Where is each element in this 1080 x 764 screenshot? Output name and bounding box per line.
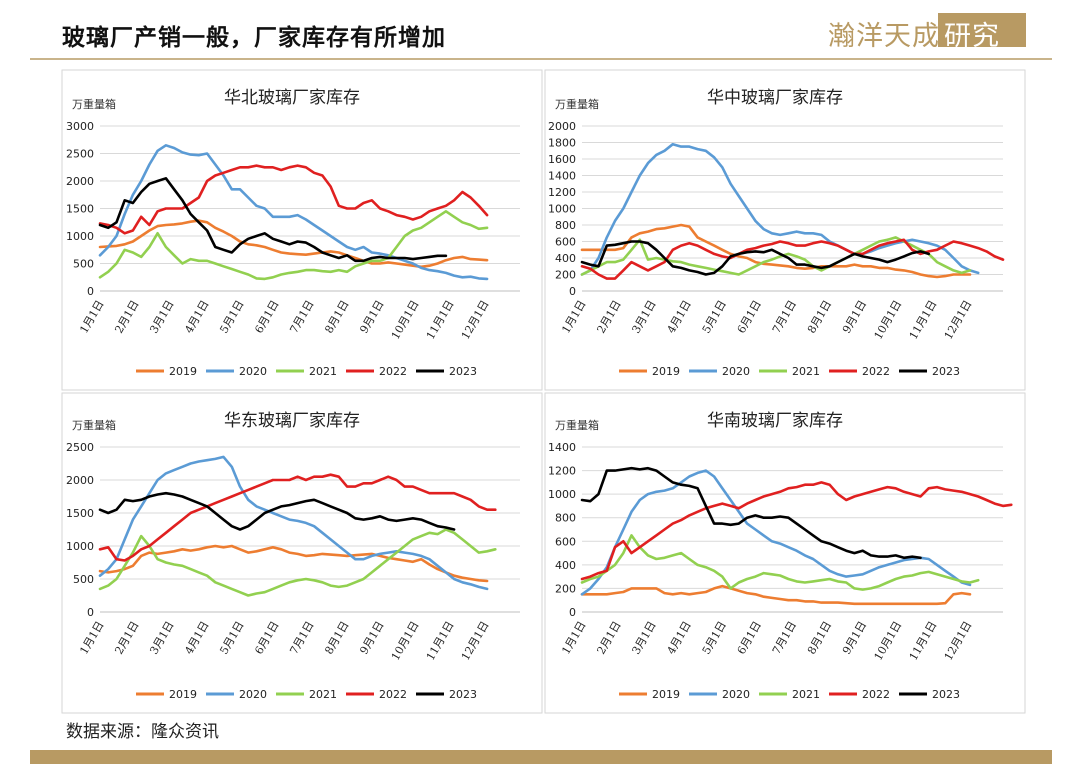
chart-frame xyxy=(544,392,1026,714)
series-line-2020 xyxy=(98,144,489,281)
y-axis-unit: 万重量箱 xyxy=(555,97,599,111)
legend-label-2023: 2023 xyxy=(449,365,477,378)
y-tick-label: 1000 xyxy=(66,230,94,243)
chart-title: 华东玻璃厂家库存 xyxy=(224,411,360,431)
series-line-2019 xyxy=(580,584,972,606)
footer-band xyxy=(30,750,1052,764)
legend-label-2020: 2020 xyxy=(239,688,267,701)
y-tick-label: 1000 xyxy=(548,203,576,216)
y-tick-label: 0 xyxy=(569,285,576,298)
legend-label-2021: 2021 xyxy=(309,688,337,701)
y-tick-label: 500 xyxy=(73,258,94,271)
y-tick-label: 1600 xyxy=(548,153,576,166)
y-tick-label: 2500 xyxy=(66,148,94,161)
legend-label-2023: 2023 xyxy=(449,688,477,701)
legend-label-2022: 2022 xyxy=(862,365,890,378)
legend-label-2019: 2019 xyxy=(169,688,197,701)
y-tick-label: 200 xyxy=(555,269,576,282)
series-line-2019 xyxy=(580,223,972,279)
y-tick-label: 2000 xyxy=(66,175,94,188)
y-tick-label: 1800 xyxy=(548,137,576,150)
legend-label-2020: 2020 xyxy=(722,365,750,378)
series-line-2020 xyxy=(580,469,972,596)
y-tick-label: 2500 xyxy=(66,441,94,454)
series-line-2021 xyxy=(98,210,489,281)
y-tick-label: 600 xyxy=(555,535,576,548)
series-line-2022 xyxy=(580,238,1005,280)
y-tick-label: 400 xyxy=(555,559,576,572)
y-tick-label: 1000 xyxy=(66,540,94,553)
series-line-2019 xyxy=(98,219,489,269)
legend-label-2020: 2020 xyxy=(722,688,750,701)
legend-label-2022: 2022 xyxy=(862,688,890,701)
y-tick-label: 500 xyxy=(73,573,94,586)
legend-label-2019: 2019 xyxy=(169,365,197,378)
chart-title: 华中玻璃厂家库存 xyxy=(707,88,843,108)
legend-label-2019: 2019 xyxy=(652,365,680,378)
chart-title: 华南玻璃厂家库存 xyxy=(707,411,843,431)
legend-label-2021: 2021 xyxy=(792,688,820,701)
y-tick-label: 0 xyxy=(569,606,576,619)
legend-label-2023: 2023 xyxy=(932,688,960,701)
y-tick-label: 1500 xyxy=(66,507,94,520)
chart-panel-1: 华北玻璃厂家库存万重量箱0500100015002000250030001月1日… xyxy=(61,69,543,391)
y-tick-label: 1400 xyxy=(548,441,576,454)
y-tick-label: 800 xyxy=(555,512,576,525)
header-divider xyxy=(30,58,1052,60)
chart-panel-2: 华中玻璃厂家库存 万重量箱 0 200 400 600 800 1000 1200 1400 160… xyxy=(544,69,1026,391)
y-tick-label: 0 xyxy=(87,606,94,619)
legend-label-2020: 2020 xyxy=(239,365,267,378)
y-tick-label: 1200 xyxy=(548,186,576,199)
legend-label-2021: 2021 xyxy=(309,365,337,378)
y-tick-label: 200 xyxy=(555,582,576,595)
y-tick-label: 2000 xyxy=(66,474,94,487)
data-source: 数据来源：隆众资讯 xyxy=(66,722,219,742)
page-title: 玻璃厂产销一般，厂家库存有所增加 xyxy=(62,24,446,51)
y-tick-label: 3000 xyxy=(66,120,94,133)
logo-text: 瀚洋天成 xyxy=(828,21,940,52)
series-line-2020 xyxy=(98,455,489,591)
series-line-2021 xyxy=(98,528,497,597)
series-line-2023 xyxy=(580,240,931,276)
series-line-2022 xyxy=(98,473,497,562)
chart-title: 华北玻璃厂家库存 xyxy=(224,88,360,108)
y-axis-unit: 万重量箱 xyxy=(72,418,116,432)
series-line-2023 xyxy=(580,466,922,560)
series-line-2023 xyxy=(98,177,448,263)
chart-frame xyxy=(61,69,543,391)
y-tick-label: 0 xyxy=(87,285,94,298)
y-tick-label: 1400 xyxy=(548,170,576,183)
series-line-2022 xyxy=(98,164,489,235)
series-line-2022 xyxy=(580,481,1013,581)
legend-label-2022: 2022 xyxy=(379,365,407,378)
y-tick-label: 600 xyxy=(555,236,576,249)
legend-label-2022: 2022 xyxy=(379,688,407,701)
chart-panel-4: 华南玻璃厂家库存万重量箱02004006008001000120014001月1… xyxy=(544,392,1026,714)
y-tick-label: 1000 xyxy=(548,488,576,501)
series-line-2019 xyxy=(98,544,489,583)
y-tick-label: 800 xyxy=(555,219,576,232)
chart-frame xyxy=(61,392,543,714)
series-line-2020 xyxy=(580,142,980,276)
series-line-2023 xyxy=(98,491,456,531)
y-axis-unit: 万重量箱 xyxy=(555,418,599,432)
legend-label-2021: 2021 xyxy=(792,365,820,378)
y-tick-label: 1200 xyxy=(548,465,576,478)
y-tick-label: 2000 xyxy=(548,120,576,133)
y-tick-label: 1500 xyxy=(66,203,94,216)
legend-label-2019: 2019 xyxy=(652,688,680,701)
y-tick-label: 400 xyxy=(555,252,576,265)
legend-label-2023: 2023 xyxy=(932,365,960,378)
chart-frame xyxy=(544,69,1026,391)
series-line-2021 xyxy=(580,534,980,591)
y-axis-unit: 万重量箱 xyxy=(72,97,116,111)
